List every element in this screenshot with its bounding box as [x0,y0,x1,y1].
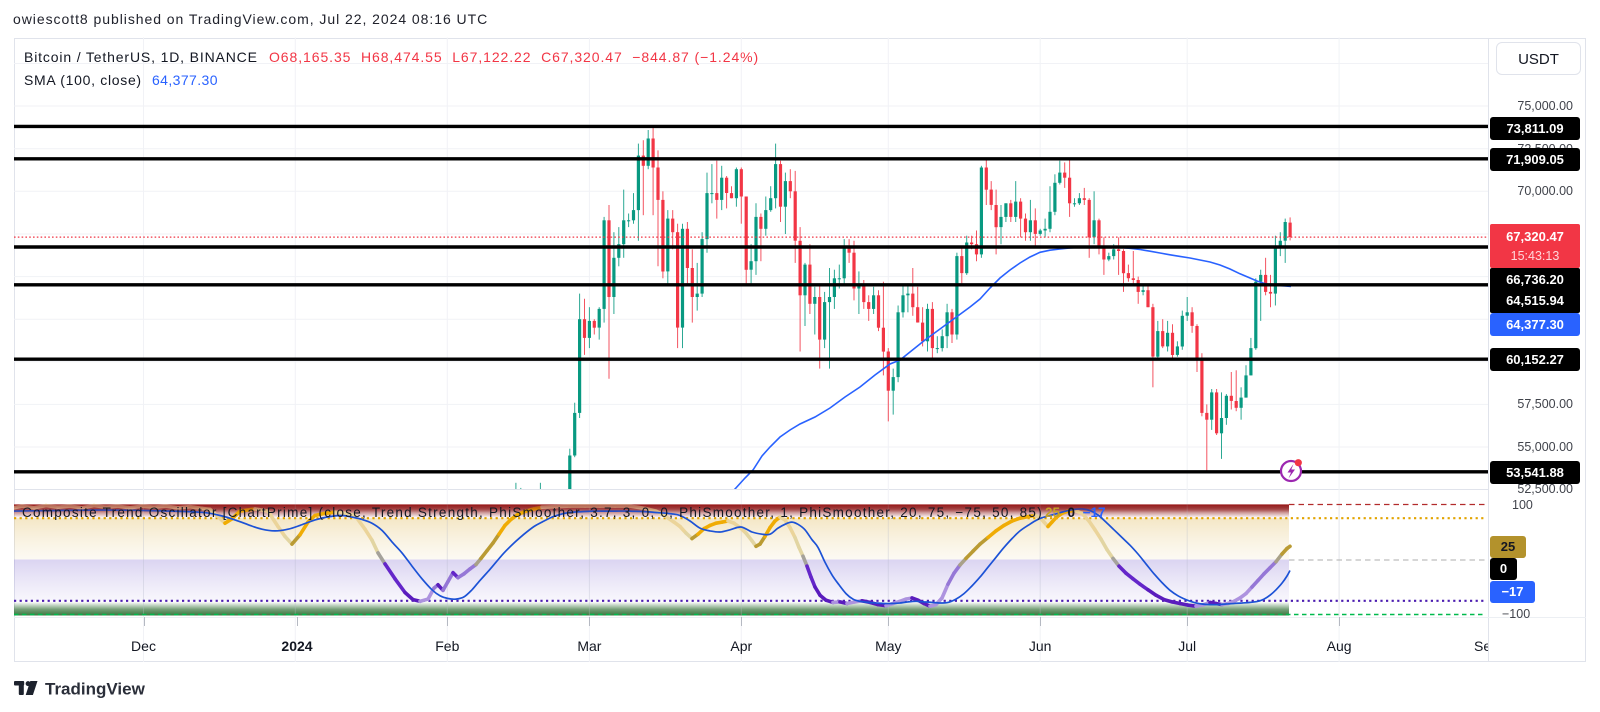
svg-text:TradingView: TradingView [45,680,146,699]
